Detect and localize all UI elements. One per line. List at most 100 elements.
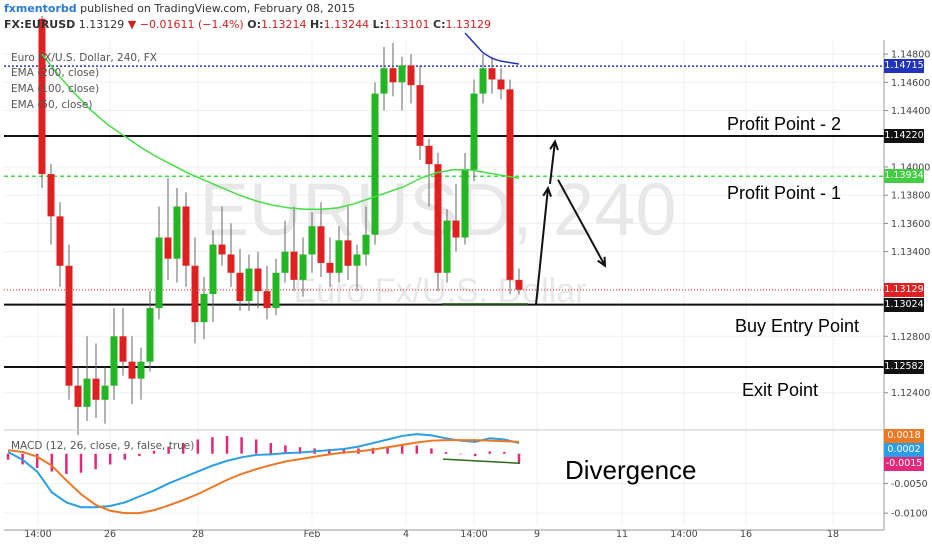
exit-price-tag: 1.12582	[884, 360, 924, 375]
candle-body	[227, 254, 235, 273]
quote-line: FX:EURUSD 1.13129 ▼ −0.01611 (−1.4%) O:1…	[4, 18, 491, 31]
ema100-legend[interactable]: EMA (100, close)	[11, 83, 100, 95]
candle-body	[299, 254, 307, 280]
profit2-price-tag: 1.14220	[884, 128, 924, 143]
candle-body	[380, 68, 388, 94]
arrow-up-profit2	[549, 141, 556, 185]
time-tick-label: 4	[403, 529, 409, 540]
publish-info: published on TradingView.com, February 0…	[80, 2, 355, 15]
price-tick-label: 1.13600	[891, 219, 930, 230]
candle-body	[92, 378, 100, 400]
candle-body	[407, 65, 415, 86]
time-tick-label: 18	[827, 529, 839, 540]
candle-body	[416, 85, 424, 146]
candle-body	[209, 244, 217, 294]
candle-body	[173, 206, 181, 259]
level-lines	[4, 65, 884, 369]
chart-axes: 14:00 26 28 Feb 4 14:00 9 11 14:00 16 181.148001.1…	[4, 40, 930, 540]
change-value: −0.01611 (−1.4%)	[139, 18, 244, 31]
arrow-head-retrace	[597, 256, 607, 268]
macd-value-tag: 0.0018	[884, 429, 924, 443]
candle-body	[281, 251, 289, 273]
candle-body	[65, 265, 73, 386]
signal-line	[7, 439, 520, 515]
candle-body	[182, 206, 190, 266]
macd-tick-label: -0.0050	[891, 479, 928, 490]
candle-body	[452, 220, 460, 238]
arrow-head-profit1	[542, 185, 553, 197]
price-tick-label: 1.14800	[891, 50, 930, 61]
price-tick-label: 1.14400	[891, 106, 930, 117]
candle-body	[479, 68, 487, 94]
buy-entry-label: Buy Entry Point	[735, 316, 860, 336]
ema200-line	[464, 32, 520, 65]
divergence-label: Divergence	[565, 455, 697, 485]
candle-body	[38, 18, 46, 175]
time-tick-label: 11	[616, 529, 628, 540]
arrow-up-profit1	[535, 188, 549, 305]
price-tick-label: 1.14000	[891, 162, 930, 173]
candle-body	[470, 93, 478, 170]
candle-body	[326, 262, 334, 273]
close-value: 1.13129	[445, 18, 491, 31]
candle-body	[362, 234, 370, 255]
author-link[interactable]: fxmentorbd	[4, 2, 77, 15]
price-tick-label: 1.12800	[891, 332, 930, 343]
candle-body	[83, 378, 91, 407]
candle-body	[236, 272, 244, 302]
ema200-legend[interactable]: EMA (200, close)	[11, 67, 100, 79]
candle-body	[128, 361, 136, 379]
profit-point-1-label: Profit Point - 1	[727, 183, 842, 203]
candle-body	[191, 265, 199, 323]
chart-title[interactable]: Euro FX/U.S. Dollar, 240, FX	[11, 52, 157, 64]
profit-point-2-label: Profit Point - 2	[727, 114, 842, 134]
candle-body	[389, 68, 397, 83]
low-label: L:	[372, 18, 384, 31]
candle-body	[488, 68, 496, 80]
high-label: H:	[309, 18, 324, 31]
candle-body	[317, 226, 325, 263]
signal-value-tag: 0.0002	[884, 443, 924, 457]
candle-body	[344, 240, 352, 266]
candle-body	[425, 145, 433, 165]
open-label: O:	[247, 18, 261, 31]
arrow-down-retrace	[557, 179, 606, 267]
time-tick-label: 26	[104, 529, 116, 540]
arrow-head-profit2	[549, 139, 559, 151]
candle-body	[119, 336, 127, 362]
macd-tick-label: -0.0100	[891, 509, 928, 520]
candle-body	[443, 220, 451, 273]
macd-legend[interactable]: MACD (12, 26, close, 9, false, true)	[11, 440, 195, 452]
symbol-label: FX:EURUSD	[4, 18, 76, 31]
candle-body	[398, 65, 406, 83]
candle-body	[164, 237, 172, 259]
last-price-tag: 1.13129	[884, 282, 924, 297]
profit1-price-tag: 1.13934	[884, 169, 924, 184]
price-tick-label: 1.12400	[891, 388, 930, 399]
time-tick-label: 28	[192, 529, 204, 540]
candle-body	[497, 79, 505, 90]
high-value: 1.13244	[323, 18, 370, 31]
candle-body	[110, 336, 118, 386]
candle-body	[56, 216, 64, 266]
publish-header: fxmentorbd published on TradingView.com,…	[4, 2, 355, 15]
price-tick-label: 1.13400	[891, 247, 930, 258]
candle-body	[353, 254, 361, 266]
candle-body	[272, 272, 280, 309]
macd-divergence-line	[442, 458, 521, 464]
candle-body	[200, 293, 208, 323]
ema200-price-tag: 1.14715	[884, 59, 924, 74]
ema50-legend[interactable]: EMA (50, close)	[11, 99, 93, 111]
candle-body	[434, 164, 442, 273]
price-tick-label: 1.13800	[891, 191, 930, 202]
change-arrow-icon: ▼	[127, 18, 137, 31]
ema50-line	[41, 53, 520, 211]
open-value: 1.13214	[260, 18, 307, 31]
candle-body	[290, 251, 298, 280]
time-tick-label: 9	[534, 529, 540, 540]
candle-body	[335, 240, 343, 273]
histogram-value-tag: -0.0015	[884, 457, 924, 471]
candle-body	[308, 226, 316, 255]
candle-body	[254, 268, 262, 292]
